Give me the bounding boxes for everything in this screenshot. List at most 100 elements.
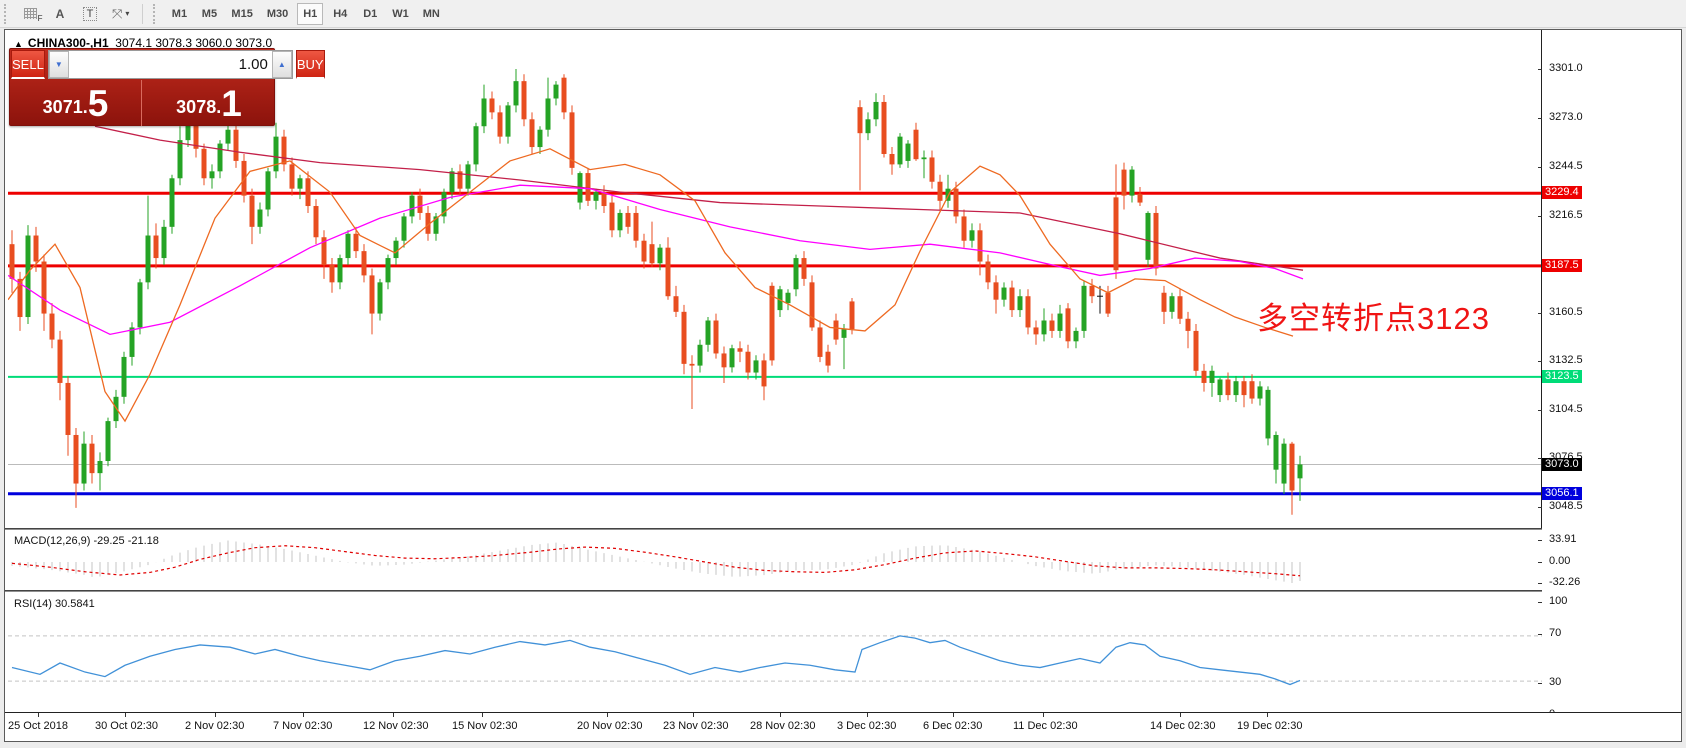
price-tick-label: 3273.0 [1549, 111, 1583, 123]
time-tick-mark [607, 713, 608, 717]
time-tick-label: 25 Oct 2018 [8, 720, 68, 732]
plot-area-border [8, 30, 1542, 528]
price-level-badge: 3056.1 [1542, 487, 1582, 500]
axis-tick-mark [1538, 507, 1542, 508]
rsi-label: RSI(14) 30.5841 [14, 598, 95, 610]
time-tick-mark [393, 713, 394, 717]
axis-tick-mark [1538, 361, 1542, 362]
tab-timeframe-mn[interactable]: MN [422, 7, 440, 20]
time-tick-mark [1180, 713, 1181, 717]
price-tick-label: 3244.5 [1549, 160, 1583, 172]
crosshair-grid-button[interactable]: F [17, 3, 43, 25]
tab-timeframe-h1[interactable]: H1 [297, 2, 324, 25]
axis-tick-mark [1538, 69, 1542, 70]
price-tick-label: 100 [1549, 595, 1568, 607]
main-price-chart[interactable] [8, 30, 1542, 528]
axis-tick-mark [1538, 216, 1542, 217]
axis-tick-mark [1538, 683, 1542, 684]
time-tick-label: 2 Nov 02:30 [185, 720, 245, 732]
collapse-triangle-icon[interactable]: ▲ [14, 39, 23, 49]
buy-price-dot: . [216, 97, 222, 117]
price-level-badge: 3073.0 [1542, 458, 1582, 471]
text-box-button[interactable]: T [77, 3, 103, 25]
price-level-badge: 3187.5 [1542, 259, 1582, 272]
time-tick-label: 20 Nov 02:30 [577, 720, 643, 732]
top-toolbar: F A T ⤧ ▾ M1 M5 M15 M30 H1 H4 D1 W1 MN [0, 0, 1686, 28]
sell-button[interactable]: SELL [11, 50, 45, 79]
volume-box: ▼ ▲ [47, 50, 293, 79]
macd-rsi-separator[interactable] [5, 590, 1542, 592]
axis-tick-mark [1538, 458, 1542, 459]
timeframe-drag-handle[interactable] [153, 3, 158, 24]
buy-price-pip: 1 [221, 83, 242, 124]
price-level-badge: 3229.4 [1542, 186, 1582, 199]
volume-increase-button[interactable]: ▲ [271, 51, 292, 78]
chart-text-annotation[interactable]: 多空转折点3123 [1257, 301, 1490, 336]
shapes-arrows-icon: ⤧ [112, 5, 123, 21]
time-tick-label: 14 Dec 02:30 [1150, 720, 1216, 732]
price-tick-label: -32.26 [1549, 576, 1581, 588]
time-tick-mark [1267, 713, 1268, 717]
time-tick-mark [1043, 713, 1044, 717]
price-tick-label: 30 [1549, 676, 1562, 688]
tab-timeframe-h4[interactable]: H4 [333, 7, 348, 20]
ohlc-values-label: 3074.1 3078.3 3060.0 3073.0 [115, 36, 273, 50]
axis-tick-mark [1538, 167, 1542, 168]
text-label-button[interactable]: A [47, 3, 73, 25]
time-tick-label: 15 Nov 02:30 [452, 720, 518, 732]
price-axis[interactable]: 3301.0 3273.0 3244.5 3216.5 3160.5 3132.5 3104… [1538, 30, 1681, 720]
time-tick-mark [780, 713, 781, 717]
time-tick-label: 12 Nov 02:30 [363, 720, 429, 732]
tab-timeframe-d1[interactable]: D1 [363, 7, 378, 20]
time-tick-label: 23 Nov 02:30 [663, 720, 729, 732]
axis-tick-mark [1538, 562, 1542, 563]
time-tick-mark [38, 713, 39, 717]
price-tick-label: 3048.5 [1549, 500, 1583, 512]
price-tick-label: 3160.5 [1549, 306, 1583, 318]
time-tick-mark [693, 713, 694, 717]
time-tick-mark [482, 713, 483, 717]
price-tick-label: 70 [1549, 627, 1562, 639]
main-macd-separator[interactable] [5, 528, 1542, 530]
volume-decrease-button[interactable]: ▼ [48, 51, 69, 78]
price-tick-label: 3301.0 [1549, 62, 1583, 74]
time-axis[interactable]: 25 Oct 2018 30 Oct 02:30 2 Nov 02:30 7 Nov … [5, 712, 1681, 741]
tab-timeframe-m15[interactable]: M15 [231, 7, 253, 20]
sell-price-main: 3071 [42, 97, 83, 117]
sell-price-pip: 5 [87, 83, 109, 124]
time-tick-mark [215, 713, 216, 717]
letter-t-icon: T [82, 6, 98, 21]
toolbar-drag-handle[interactable] [4, 3, 9, 24]
letter-a-icon: A [55, 6, 65, 21]
buy-price-display[interactable]: 3078. 1 [143, 80, 275, 126]
axis-tick-mark [1538, 540, 1542, 541]
sell-price-display[interactable]: 3071. 5 [10, 80, 142, 126]
tab-timeframe-m1[interactable]: M1 [171, 7, 188, 20]
price-tick-label: 33.91 [1549, 533, 1577, 545]
price-tick-label: 3216.5 [1549, 209, 1583, 221]
buy-button[interactable]: BUY [295, 50, 325, 79]
tab-timeframe-m5[interactable]: M5 [201, 7, 218, 20]
time-tick-label: 3 Dec 02:30 [837, 720, 897, 732]
time-tick-label: 28 Nov 02:30 [750, 720, 816, 732]
time-tick-mark [867, 713, 868, 717]
sell-price-dot: . [82, 97, 88, 117]
axis-tick-mark [1538, 634, 1542, 635]
axis-tick-mark [1538, 583, 1542, 584]
tab-timeframe-m30[interactable]: M30 [266, 7, 289, 20]
macd-indicator-panel[interactable] [8, 530, 1542, 590]
volume-input[interactable] [68, 51, 272, 78]
price-tick-label: 0.00 [1549, 555, 1571, 567]
time-tick-label: 6 Dec 02:30 [923, 720, 983, 732]
drawing-tools-button[interactable]: ⤧ ▾ [107, 3, 134, 25]
tab-timeframe-w1[interactable]: W1 [392, 7, 409, 20]
buy-price-main: 3078 [176, 97, 217, 117]
price-tick-label: 3104.5 [1549, 403, 1583, 415]
axis-tick-mark [1538, 410, 1542, 411]
time-tick-label: 7 Nov 02:30 [273, 720, 333, 732]
rsi-indicator-panel[interactable] [8, 593, 1542, 712]
axis-tick-mark [1538, 313, 1542, 314]
time-tick-mark [125, 713, 126, 717]
time-tick-mark [953, 713, 954, 717]
axis-tick-mark [1538, 118, 1542, 119]
